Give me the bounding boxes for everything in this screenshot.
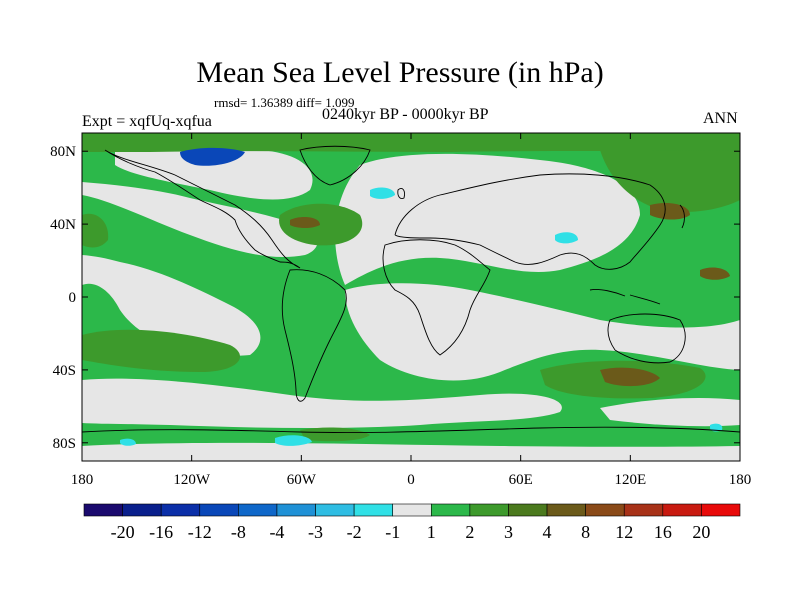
neutral-region [82, 182, 318, 258]
dark-green-region [82, 133, 740, 152]
x-tick-label: 120E [614, 472, 646, 488]
colorbar-label: 4 [543, 522, 552, 542]
x-tick-label: 180 [729, 472, 752, 488]
dark-green-region [279, 203, 363, 246]
colorbar-swatch [83, 503, 123, 517]
colorbar-swatch [392, 503, 432, 517]
coastline-japan [679, 204, 685, 229]
dark-green-regions [82, 133, 740, 442]
x-tick-label: 0 [407, 472, 415, 488]
blue-regions [180, 147, 245, 166]
cyan-region [120, 438, 136, 446]
stats-text: rmsd= 1.36389 diff= 1.099 [214, 95, 355, 110]
colorbar-swatches [83, 503, 741, 517]
map-field [82, 133, 740, 461]
coastline-south-america [281, 269, 347, 402]
colorbar-label: -4 [269, 522, 284, 542]
neutral-region [82, 442, 740, 461]
x-tick-label: 120W [173, 472, 211, 488]
colorbar-swatch [623, 503, 664, 517]
neutral-region [82, 378, 562, 429]
colorbar-label: 1 [427, 522, 436, 542]
colorbar-swatch [585, 503, 625, 517]
season-label: ANN [703, 110, 738, 127]
x-axis-labels: 180 120W 60W 0 60E 120E 180 [71, 472, 752, 488]
x-tick-label: 60W [287, 472, 317, 488]
colorbar-label: -20 [111, 522, 135, 542]
colorbar-labels: -20 -16 -12 -8 -4 -3 -2 -1 1 2 3 4 8 12 16 20 [111, 522, 711, 542]
colorbar-swatch [160, 503, 201, 517]
y-tick-label: 80S [53, 436, 76, 452]
y-tick-label: 80N [50, 144, 76, 160]
colorbar-label: 2 [465, 522, 474, 542]
y-tick-label: 0 [69, 290, 77, 306]
colorbar-label: 20 [692, 522, 710, 542]
coastline-uk [397, 187, 405, 199]
dark-green-region [82, 329, 240, 372]
cyan-region [275, 435, 312, 446]
coastline-eurasia [394, 173, 666, 270]
colorbar-swatch [546, 503, 586, 517]
colorbar-label: -2 [347, 522, 362, 542]
colorbar-swatch [701, 503, 741, 517]
neutral-region [345, 283, 740, 381]
colorbar-swatch [315, 503, 355, 517]
olive-region [700, 267, 730, 280]
colorbar-swatch [238, 503, 278, 517]
coastline-africa [382, 239, 491, 356]
colorbar-label: 8 [581, 522, 590, 542]
neutral-regions [82, 148, 740, 461]
colorbar-swatch [469, 503, 509, 517]
coastline-antarctica [82, 426, 740, 433]
olive-region [290, 217, 320, 229]
colorbar-label: -1 [385, 522, 400, 542]
cyan-regions [120, 187, 723, 446]
x-tick-label: 60E [509, 472, 533, 488]
cyan-region [710, 423, 723, 432]
y-tick-label: 40S [53, 363, 76, 379]
coastline-greenland [299, 145, 371, 186]
colorbar-label: 3 [504, 522, 513, 542]
colorbar-swatch [276, 503, 316, 517]
colorbar-swatch [122, 503, 162, 517]
coastline-indonesia [589, 289, 661, 305]
neutral-region [82, 255, 261, 356]
dark-green-region [82, 213, 109, 248]
neutral-region [115, 148, 313, 200]
experiment-label: Expt = xqfUq-xqfua [82, 113, 212, 130]
colorbar-label: -12 [188, 522, 212, 542]
x-tick-label: 180 [71, 472, 94, 488]
cyan-region [555, 232, 578, 244]
colorbar-swatch [430, 503, 471, 517]
colorbar-swatch [662, 503, 702, 517]
y-axis-labels: 80N 40N 0 40S 80S [50, 144, 76, 452]
colorbar-label: -8 [231, 522, 246, 542]
neutral-region [335, 153, 640, 285]
colorbar-label: -3 [308, 522, 323, 542]
neutral-region [600, 397, 740, 427]
dark-green-region [300, 427, 370, 442]
olive-region [650, 203, 690, 220]
map-title: Mean Sea Level Pressure (in hPa) [196, 56, 604, 89]
colorbar-label: 12 [615, 522, 633, 542]
colorbar-swatch [353, 503, 394, 517]
blue-region [180, 147, 245, 166]
olive-region [600, 367, 660, 387]
coastlines [82, 145, 740, 433]
colorbar-swatch [508, 503, 548, 517]
period-label: 0240kyr BP - 0000kyr BP [322, 106, 489, 123]
colorbar-label: -16 [149, 522, 173, 542]
colorbar-label: 16 [654, 522, 672, 542]
cyan-region [370, 187, 395, 199]
olive-regions [290, 203, 730, 387]
coastline-north-america [104, 149, 301, 269]
colorbar-swatch [199, 503, 239, 517]
coastline-australia [607, 313, 686, 364]
axis-ticks [81, 133, 741, 461]
dark-green-region [600, 142, 740, 212]
y-tick-label: 40N [50, 217, 76, 233]
